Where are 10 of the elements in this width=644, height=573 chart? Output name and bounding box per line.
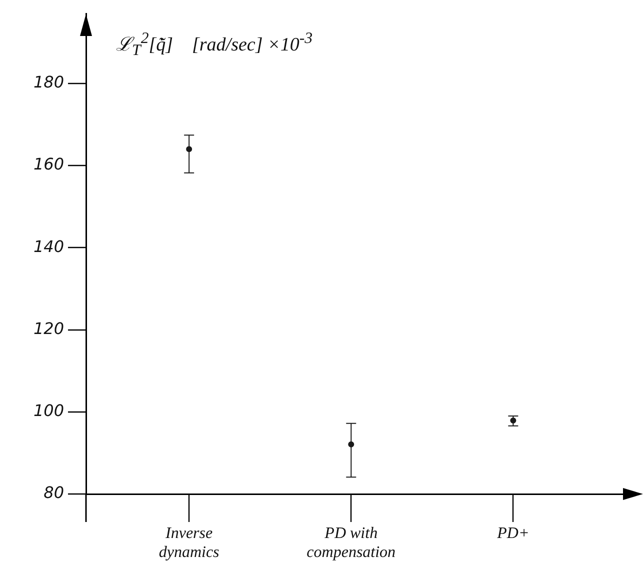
y-tick-label: 80 — [44, 483, 64, 502]
x-tick-label: PD with compensation — [306, 524, 396, 562]
y-axis-title: ℒ$_{T}$$^{2}$[q̃̇] [rad/sec] ×10$^{-3}$ — [116, 30, 313, 60]
y-tick-label: 140 — [33, 236, 64, 256]
x-tick-label: PD+ — [496, 524, 530, 542]
y-tick-label: 120 — [33, 318, 64, 338]
y-tick-label: 100 — [33, 401, 64, 420]
x-tick-label: Inverse dynamics — [158, 524, 220, 562]
y-tick-label: 160 — [33, 154, 64, 174]
y-tick-label: 180 — [33, 72, 64, 92]
